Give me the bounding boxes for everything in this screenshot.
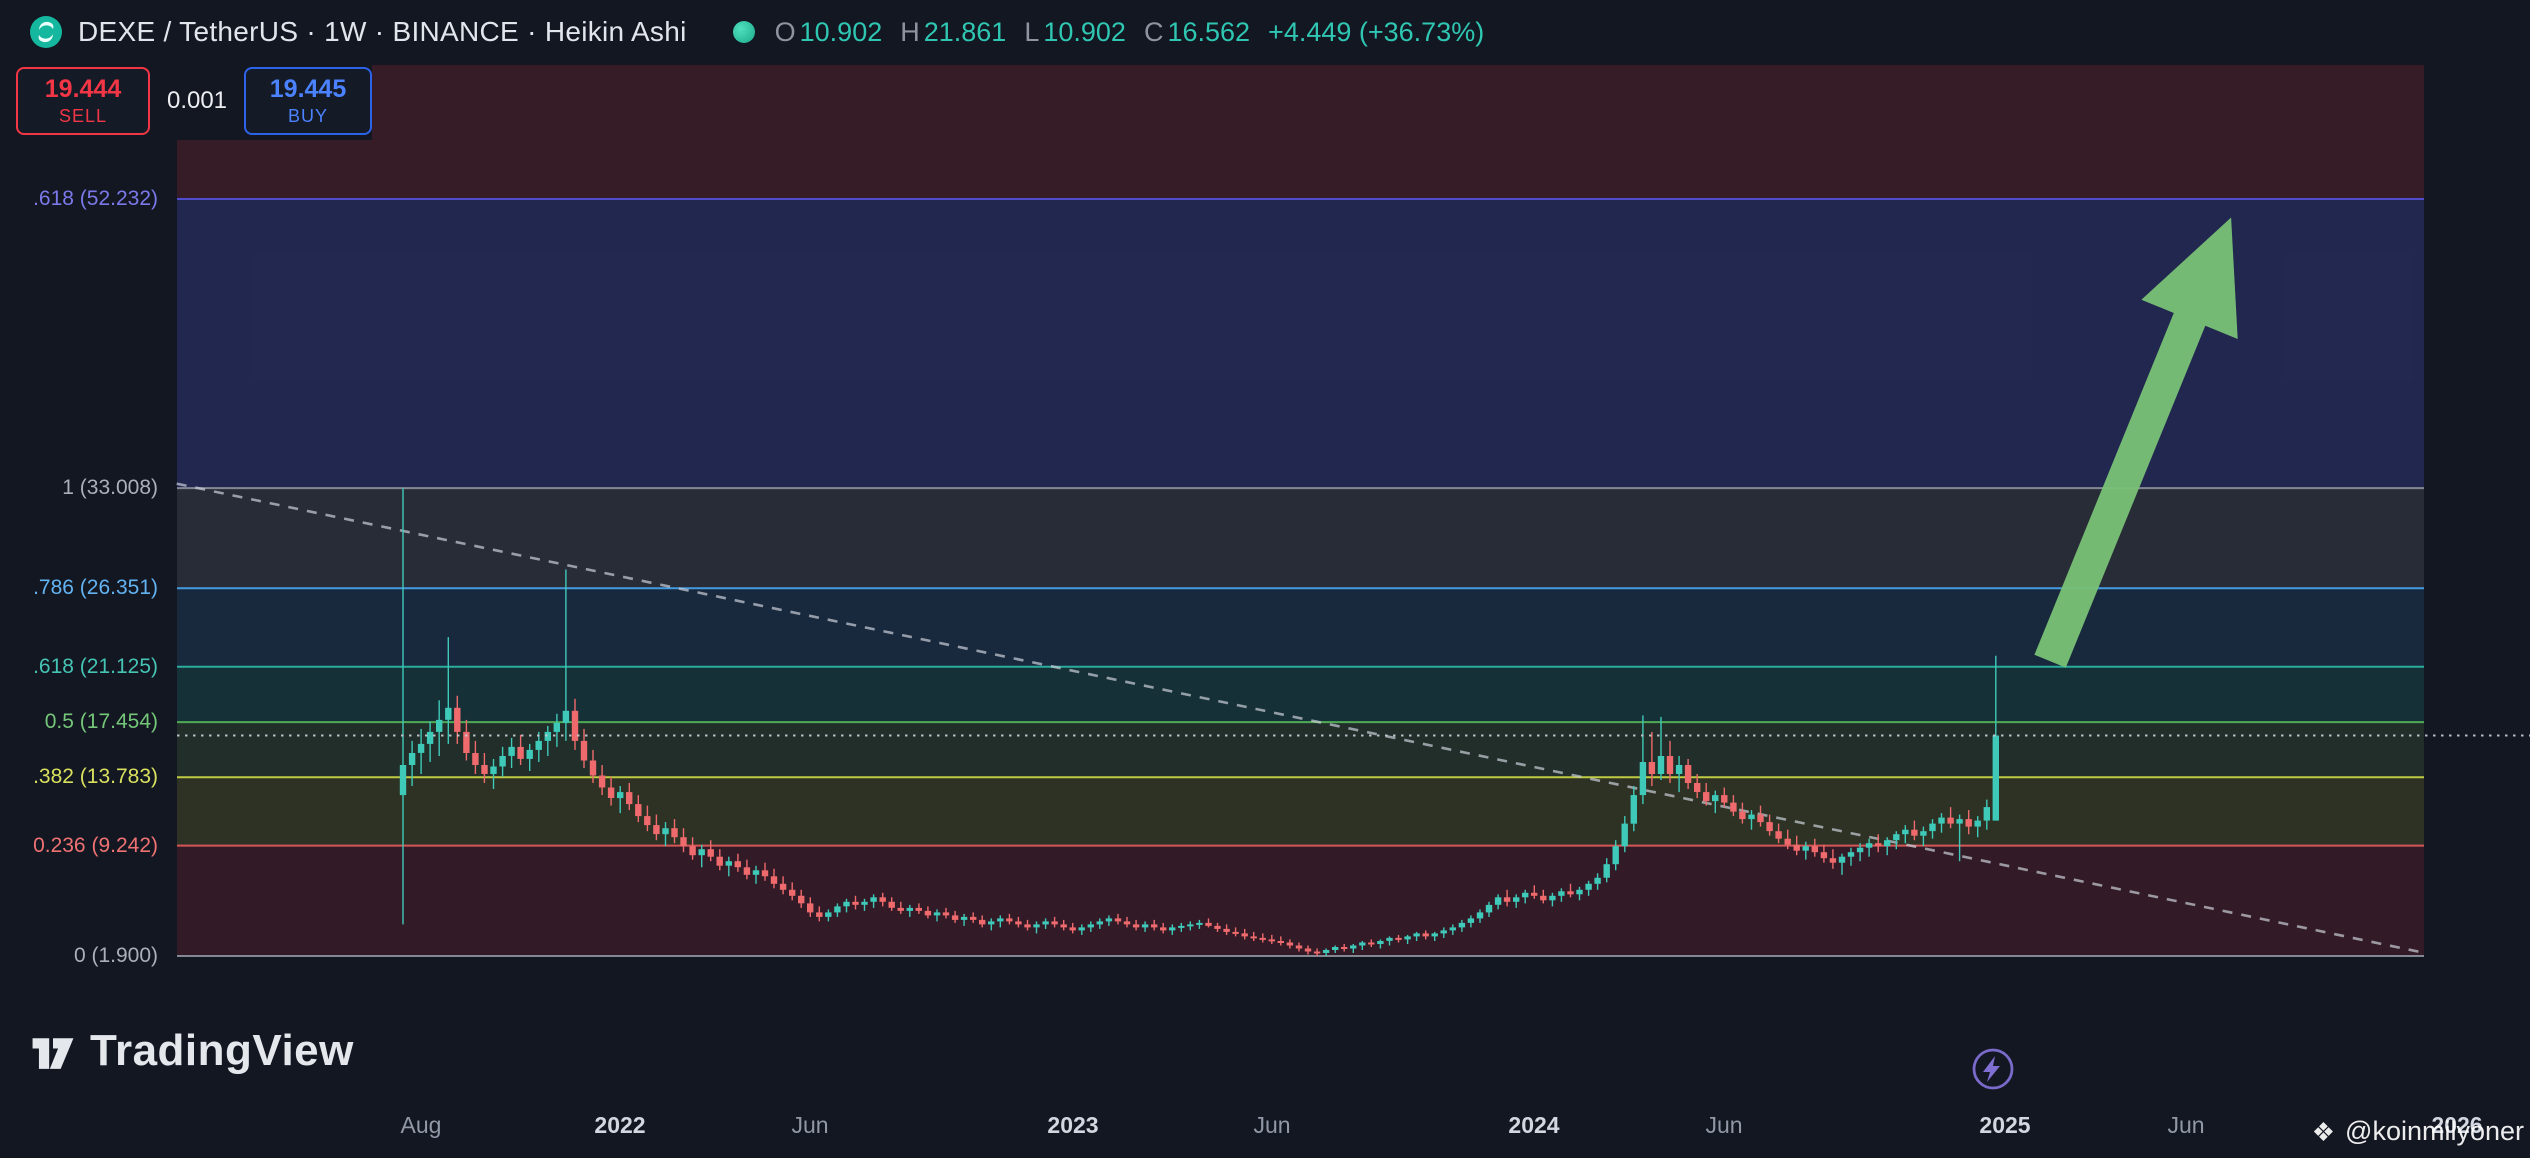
time-axis-label[interactable]: Jun	[1253, 1112, 1291, 1138]
time-axis-label[interactable]: 2025	[1979, 1112, 2031, 1138]
watermark: ❖ @koinmilyoner	[2312, 1116, 2524, 1147]
fib-label: .618 (52.232)	[33, 187, 158, 210]
time-axis[interactable]: Aug 2022 Jun 2023 Jun 2024 Jun 2025 Jun 2026	[0, 1112, 2530, 1144]
coin-icon	[30, 16, 62, 48]
watermark-diamond-icon: ❖	[2311, 1116, 2336, 1147]
fib-label: .618 (21.125)	[33, 655, 158, 678]
buy-label: BUY	[287, 106, 328, 126]
trade-panel: 19.444 SELL 0.001 19.445 BUY	[0, 62, 372, 140]
time-axis-label[interactable]: Jun	[1705, 1112, 1743, 1138]
sell-label: SELL	[58, 106, 108, 126]
fib-label: 0.5 (17.454)	[44, 710, 158, 733]
open-value: 10.902	[799, 16, 883, 47]
tradingview-logo[interactable]: TradingView	[30, 1026, 354, 1076]
low-value: 10.902	[1043, 16, 1126, 47]
lightning-icon[interactable]	[1969, 1045, 2017, 1093]
time-axis-label[interactable]: 2022	[594, 1112, 646, 1138]
low-label: L	[1024, 16, 1040, 47]
watermark-handle: @koinmilyoner	[2345, 1116, 2524, 1146]
market-status-dot	[732, 21, 755, 43]
chart-header: DEXE / TetherUS · 1W · BINANCE · Heikin …	[0, 0, 2530, 64]
change-value: +4.449 (+36.73%)	[1268, 16, 1485, 47]
fib-label: .786 (26.351)	[33, 576, 158, 599]
high-value: 21.861	[923, 16, 1007, 47]
time-axis-label[interactable]: Jun	[2167, 1112, 2205, 1138]
fib-label: 0.236 (9.242)	[33, 834, 158, 857]
fib-label: 1 (33.008)	[62, 476, 158, 499]
close-label: C	[1143, 16, 1164, 47]
sell-price: 19.444	[44, 75, 122, 103]
time-axis-label[interactable]: Aug	[400, 1112, 442, 1138]
time-axis-label[interactable]: Jun	[791, 1112, 829, 1138]
fib-labels: .618 (52.232) 1 (33.008) .786 (26.351) .618…	[0, 0, 162, 1158]
spread-value: 0.001	[166, 87, 228, 114]
tradingview-logo-icon	[32, 1038, 74, 1069]
open-label: O	[774, 16, 796, 47]
fib-label: 0 (1.900)	[73, 944, 158, 967]
ohlc-readout: O 10.902 H 21.861 L 10.902 C 16.562 +4.4…	[775, 17, 1485, 48]
fib-label: .382 (13.783)	[33, 765, 158, 788]
time-axis-label[interactable]: 2023	[1047, 1112, 1099, 1138]
sell-button[interactable]: 19.444 SELL	[16, 67, 150, 135]
symbol-title[interactable]: DEXE / TetherUS · 1W · BINANCE · Heikin …	[78, 16, 687, 47]
buy-button[interactable]: 19.445 BUY	[244, 67, 372, 135]
close-value: 16.562	[1167, 16, 1251, 47]
time-axis-label[interactable]: 2026	[2431, 1112, 2483, 1138]
time-axis-label[interactable]: 2024	[1508, 1112, 1560, 1138]
high-label: H	[900, 16, 920, 47]
tradingview-logo-text: TradingView	[90, 1026, 354, 1075]
buy-price: 19.445	[269, 75, 347, 103]
